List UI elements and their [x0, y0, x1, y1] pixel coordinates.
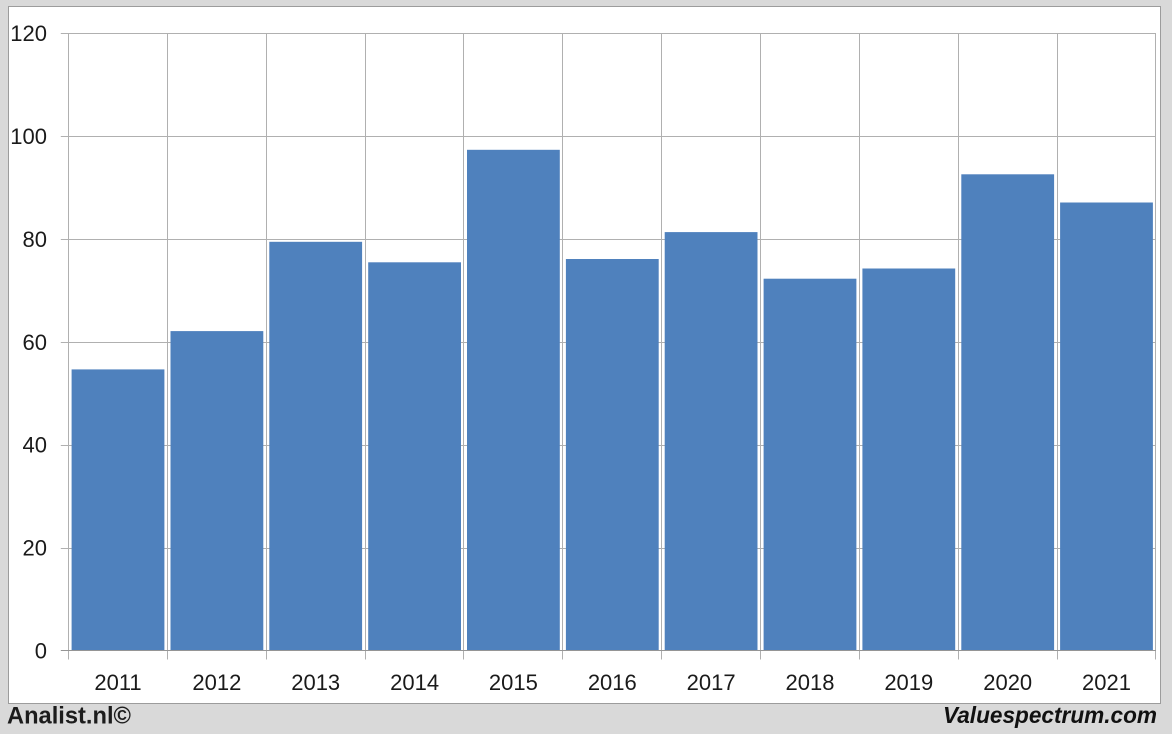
svg-text:Valuespectrum.com: Valuespectrum.com	[943, 702, 1157, 728]
svg-text:2021: 2021	[1082, 670, 1131, 695]
svg-text:2020: 2020	[983, 670, 1032, 695]
svg-text:0: 0	[35, 638, 47, 663]
svg-text:120: 120	[10, 21, 47, 46]
svg-text:100: 100	[10, 124, 47, 149]
svg-text:2015: 2015	[489, 670, 538, 695]
svg-text:2019: 2019	[884, 670, 933, 695]
svg-text:2018: 2018	[786, 670, 835, 695]
svg-text:2017: 2017	[687, 670, 736, 695]
svg-text:20: 20	[23, 536, 47, 561]
svg-text:2014: 2014	[390, 670, 439, 695]
svg-text:2012: 2012	[192, 670, 241, 695]
svg-text:60: 60	[23, 330, 47, 355]
svg-text:40: 40	[23, 433, 47, 458]
svg-text:80: 80	[23, 227, 47, 252]
svg-text:Analist.nl©: Analist.nl©	[7, 703, 131, 730]
svg-text:2013: 2013	[291, 670, 340, 695]
svg-text:2016: 2016	[588, 670, 637, 695]
svg-text:2011: 2011	[94, 670, 141, 695]
